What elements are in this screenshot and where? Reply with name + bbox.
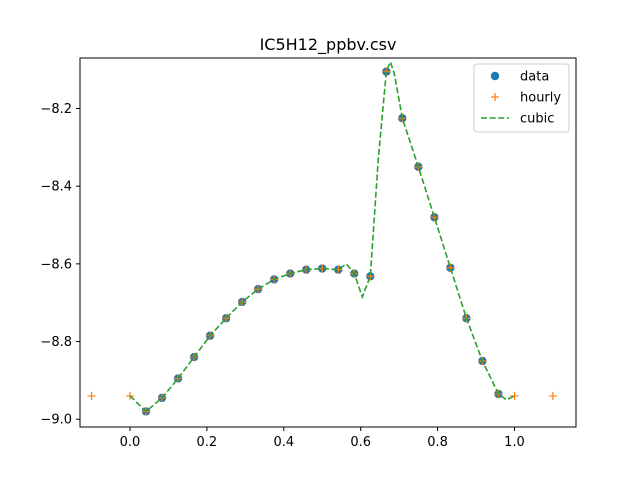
legend-label: hourly (520, 91, 561, 106)
series-cubic (129, 59, 515, 413)
hourly-point (510, 391, 519, 400)
x-tick-label: 0.6 (350, 435, 371, 450)
legend: data hourly cubic (473, 63, 570, 133)
hourly-point (222, 314, 231, 323)
axis-ticks: 0.0 0.2 0.4 0.6 0.8 1.0 −9.0 −8.8 −8.6 −8.4 −8.2 (40, 102, 524, 450)
hourly-point (87, 391, 96, 400)
legend-swatch (490, 71, 500, 81)
x-tick-label: 1.0 (504, 435, 525, 450)
x-tick-label: 0.2 (197, 435, 218, 450)
x-tick-label: 0.4 (273, 435, 294, 450)
legend-swatch (491, 93, 499, 101)
y-tick-label: −9.0 (40, 413, 72, 428)
axes-frame (79, 57, 577, 428)
legend-item-cubic: cubic (481, 112, 554, 127)
legend-box (473, 63, 570, 133)
y-tick-label: −8.6 (40, 257, 72, 272)
hourly-point (548, 391, 557, 400)
hourly-point (174, 374, 183, 383)
x-tick-label: 0.0 (120, 435, 141, 450)
chart-title: IC5H12_ppbv.csv (260, 35, 397, 55)
legend-item-data: data (490, 70, 549, 85)
hourly-point (446, 263, 455, 272)
legend-label: data (520, 70, 549, 85)
legend-item-hourly: hourly (491, 91, 561, 106)
hourly-point (254, 285, 263, 294)
plot-area (87, 59, 557, 416)
cubic-curve (129, 59, 515, 413)
y-tick-label: −8.4 (40, 180, 72, 195)
x-tick-label: 0.8 (427, 435, 448, 450)
legend-label: cubic (520, 112, 554, 127)
hourly-point (430, 213, 439, 222)
y-tick-label: −8.8 (40, 335, 72, 350)
y-tick-label: −8.2 (40, 102, 72, 117)
